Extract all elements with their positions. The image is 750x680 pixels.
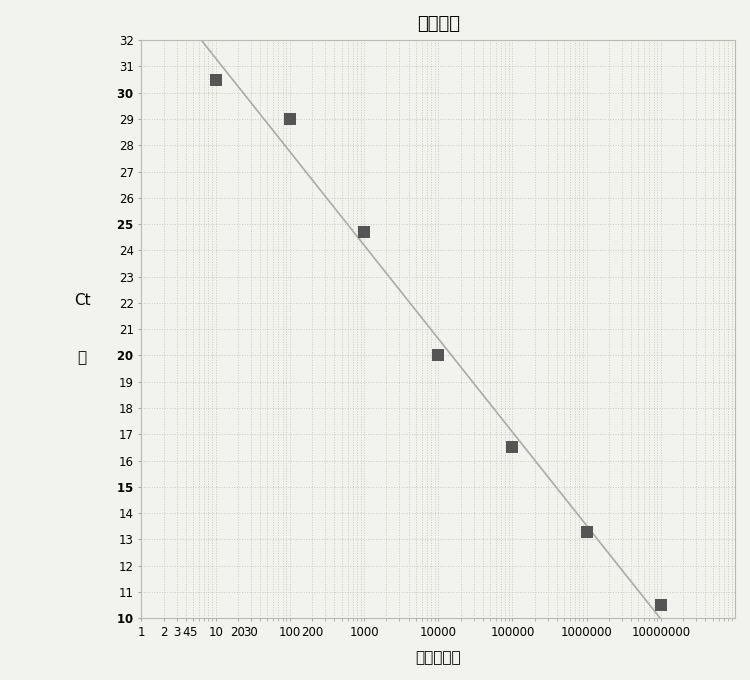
Point	[210, 74, 222, 85]
Point	[506, 442, 518, 453]
X-axis label: 病毒拷贝数: 病毒拷贝数	[416, 650, 461, 665]
Text: Ct: Ct	[74, 293, 91, 308]
Point	[358, 226, 370, 237]
Point	[284, 114, 296, 124]
Point	[655, 600, 667, 611]
Title: 标准曲线: 标准曲线	[417, 15, 460, 33]
Point	[432, 350, 444, 361]
Text: 值: 值	[77, 351, 87, 366]
Point	[580, 526, 592, 537]
